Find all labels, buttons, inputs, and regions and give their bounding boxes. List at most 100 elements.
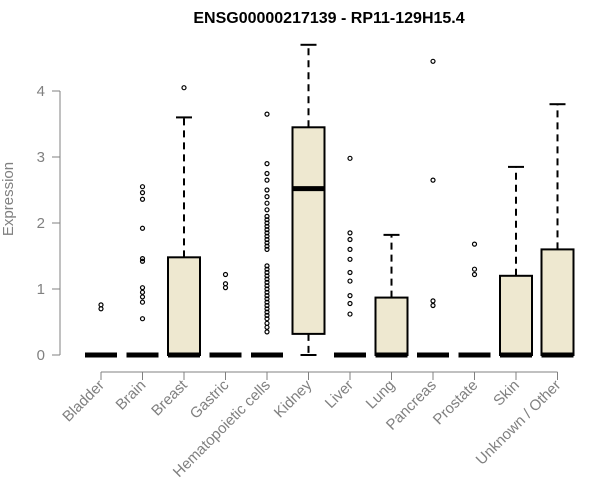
outlier-point — [347, 293, 353, 299]
outlier-point — [264, 276, 270, 282]
outlier-point — [430, 58, 436, 64]
outlier-point — [139, 316, 146, 322]
outlier-point — [139, 190, 146, 196]
outlier-point — [181, 85, 187, 91]
outlier-point — [347, 246, 353, 252]
box-body — [374, 296, 409, 356]
x-tick-label: Kidney — [271, 376, 316, 421]
outlier-point — [264, 320, 270, 326]
box-brain — [126, 184, 159, 358]
y-tick-label: 2 — [37, 215, 45, 232]
box-skin — [499, 165, 533, 358]
boxes-group — [85, 43, 575, 358]
y-tick-label: 1 — [37, 281, 45, 298]
box-liver — [334, 155, 366, 358]
box-prostate — [458, 241, 491, 358]
outlier-point — [222, 271, 229, 278]
outlier-point — [347, 311, 353, 317]
outlier-point — [264, 230, 270, 236]
outlier-point — [264, 200, 270, 206]
outlier-point — [430, 177, 436, 183]
x-tick-label: Prostate — [430, 377, 482, 429]
outlier-point — [264, 243, 270, 249]
outlier-point — [139, 299, 146, 305]
outlier-point — [222, 281, 229, 287]
outlier-point — [347, 300, 353, 307]
outlier-point — [264, 309, 270, 315]
outlier-point — [264, 161, 270, 167]
outlier-point — [264, 187, 270, 193]
outlier-point — [264, 177, 270, 183]
outlier-point — [264, 293, 270, 299]
x-tick-label: Bladder — [59, 377, 108, 426]
outlier-point — [264, 266, 270, 272]
y-axis-label: Expression — [0, 162, 17, 236]
y-axis: 0 1 2 3 4 — [37, 83, 61, 364]
box-unknown-other — [540, 103, 575, 358]
outlier-point — [471, 241, 478, 247]
box-gastric — [209, 271, 242, 358]
outlier-point — [139, 196, 146, 202]
chart-title: ENSG00000217139 - RP11-129H15.4 — [193, 10, 464, 27]
outlier-point — [264, 240, 270, 246]
box-body — [499, 274, 533, 356]
outlier-point — [264, 223, 270, 229]
outlier-point — [264, 283, 270, 289]
box-pancreas — [417, 58, 449, 358]
outlier-point — [347, 236, 353, 243]
outlier-point — [264, 316, 270, 322]
outlier-point — [264, 236, 270, 243]
outlier-point — [264, 286, 270, 292]
box-body — [291, 126, 326, 335]
outlier-point — [430, 302, 436, 309]
outlier-point — [264, 273, 270, 279]
y-tick-label: 0 — [37, 347, 45, 364]
outlier-point — [471, 271, 478, 278]
outlier-point — [264, 312, 270, 318]
box-bladder — [85, 302, 117, 358]
outlier-point — [139, 289, 146, 295]
outlier-point — [139, 256, 146, 262]
box-kidney — [291, 43, 326, 356]
outlier-point — [264, 220, 270, 226]
outlier-point — [264, 227, 270, 233]
outlier-point — [139, 184, 146, 190]
outlier-point — [430, 298, 436, 304]
x-tick-label: Lung — [363, 377, 399, 413]
box-lung — [374, 233, 409, 358]
box-breast — [167, 85, 201, 358]
outlier-point — [264, 233, 270, 239]
outlier-point — [347, 269, 353, 276]
outlier-point — [471, 266, 478, 272]
outlier-point — [264, 306, 270, 312]
outlier-point — [139, 225, 146, 231]
outlier-point — [264, 194, 270, 200]
outlier-point — [264, 170, 270, 177]
outlier-point — [347, 278, 353, 284]
outlier-point — [264, 269, 270, 276]
outlier-point — [264, 299, 270, 305]
box-body — [167, 256, 201, 357]
x-tick-label: Brain — [113, 377, 150, 414]
outlier-point — [264, 207, 270, 213]
outlier-point — [264, 217, 270, 223]
outlier-point — [264, 263, 270, 269]
y-tick-label: 4 — [37, 83, 45, 100]
outlier-point — [264, 279, 270, 285]
x-tick-label: Breast — [148, 376, 191, 419]
outlier-point — [264, 213, 270, 219]
box-body — [540, 248, 575, 356]
outlier-point — [264, 111, 270, 117]
x-tick-label: Liver — [322, 377, 357, 412]
outlier-point — [347, 256, 353, 262]
box-hematopoietic-cells — [251, 111, 283, 358]
outlier-point — [264, 289, 270, 295]
outlier-point — [347, 155, 353, 161]
x-tick-label: Skin — [490, 377, 523, 410]
outlier-point — [264, 329, 270, 335]
y-tick-label: 3 — [37, 149, 45, 166]
outlier-point — [264, 246, 270, 252]
outlier-point — [264, 302, 270, 309]
